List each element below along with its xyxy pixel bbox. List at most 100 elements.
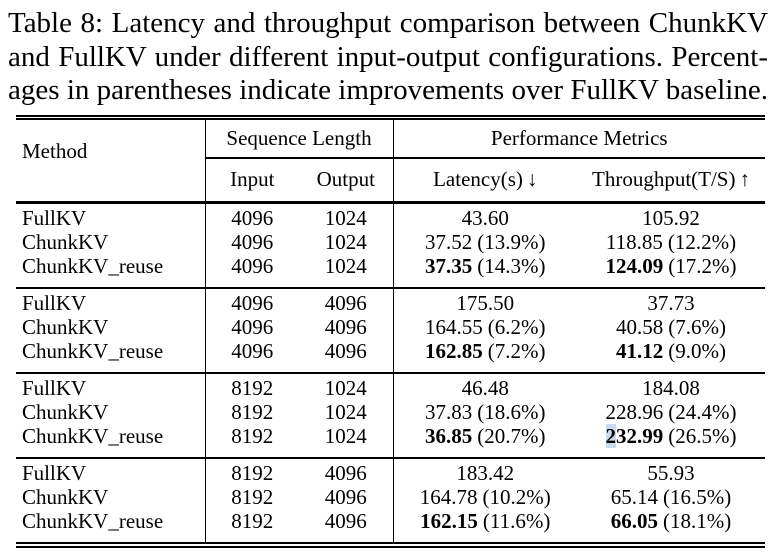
input-cell: 4096 bbox=[204, 338, 299, 373]
output-cell: 4096 bbox=[324, 290, 367, 315]
input-cell: 4096 bbox=[204, 229, 299, 254]
throughput-value: 65.14 bbox=[610, 484, 658, 509]
table-row: FullKV 4096 1024 43.60 105.92 bbox=[16, 202, 765, 230]
output-cell: 4096 bbox=[324, 460, 367, 485]
throughput-value-rest: 32.99 bbox=[616, 423, 664, 448]
throughput-value: 37.73 bbox=[647, 290, 695, 315]
row-group-4: FullKV 8192 4096 183.42 55.93 ChunkKV 8192 4096… bbox=[16, 457, 765, 542]
output-cell: 1024 bbox=[324, 229, 367, 254]
col-header-throughput: Throughput(T/S) ↑ bbox=[577, 158, 765, 203]
latency-value: 164.78 bbox=[419, 484, 478, 509]
throughput-improvement: (9.0%) bbox=[668, 338, 726, 363]
col-header-latency: Latency(s) ↓ bbox=[392, 157, 577, 202]
row-group-1: FullKV 4096 1024 43.60 105.92 ChunkKV 4096 1024… bbox=[16, 202, 765, 288]
throughput-value: 105.92 bbox=[642, 205, 700, 230]
throughput-cell: 228.96 (24.4%) bbox=[577, 400, 765, 424]
latency-value: 162.15 bbox=[420, 508, 478, 533]
input-cell: 8192 bbox=[204, 457, 299, 485]
output-cell: 1024 bbox=[324, 423, 367, 448]
input-cell: 8192 bbox=[204, 372, 299, 400]
throughput-cell: 184.08 bbox=[577, 373, 765, 400]
table-row: ChunkKV 8192 1024 37.83 (18.6%) 228.96 (24.4%) bbox=[16, 399, 765, 424]
latency-cell: 37.52 (13.9%) bbox=[392, 229, 577, 254]
throughput-cell: 105.92 bbox=[577, 202, 765, 230]
input-cell: 8192 bbox=[204, 508, 299, 542]
col-group-performance-metrics: Performance Metrics bbox=[392, 119, 765, 159]
method-cell: ChunkKV bbox=[22, 399, 109, 424]
latency-cell: 164.55 (6.2%) bbox=[392, 314, 577, 339]
output-cell: 4096 bbox=[324, 338, 367, 363]
latency-cell: 164.78 (10.2%) bbox=[392, 484, 577, 509]
throughput-value: 118.85 bbox=[605, 229, 663, 254]
row-group-3: FullKV 8192 1024 46.48 184.08 ChunkKV 8192 1024… bbox=[16, 372, 765, 458]
throughput-cell: 118.85 (12.2%) bbox=[577, 230, 765, 254]
col-header-input: Input bbox=[204, 157, 299, 202]
output-cell: 1024 bbox=[324, 399, 367, 424]
down-arrow-icon: ↓ bbox=[526, 167, 538, 191]
throughput-improvement: (7.6%) bbox=[668, 314, 726, 339]
latency-improvement: (13.9%) bbox=[477, 229, 546, 254]
input-cell: 4096 bbox=[204, 202, 299, 230]
input-cell: 4096 bbox=[204, 287, 299, 315]
throughput-improvement: (24.4%) bbox=[668, 399, 737, 424]
table-row: FullKV 8192 4096 183.42 55.93 bbox=[16, 457, 765, 485]
table-header: Method Sequence Length Performance Metri… bbox=[16, 119, 765, 203]
latency-value: 162.85 bbox=[425, 338, 483, 363]
method-cell: FullKV bbox=[22, 460, 87, 485]
method-cell: ChunkKV_reuse bbox=[22, 423, 164, 448]
throughput-improvement: (18.1%) bbox=[663, 508, 732, 533]
throughput-improvement: (12.2%) bbox=[667, 229, 737, 254]
latency-value: 37.35 bbox=[425, 253, 473, 278]
latency-cell: 36.85 (20.7%) bbox=[392, 423, 577, 458]
output-cell: 4096 bbox=[324, 508, 367, 533]
output-cell: 4096 bbox=[324, 314, 367, 339]
latency-value: 183.42 bbox=[456, 460, 515, 485]
latency-cell: 46.48 bbox=[392, 372, 577, 400]
method-cell: ChunkKV_reuse bbox=[22, 253, 164, 278]
caption-line: and FullKV under different input-output … bbox=[8, 40, 768, 73]
latency-value: 37.52 bbox=[425, 229, 473, 254]
output-cell: 1024 bbox=[324, 253, 367, 278]
method-cell: FullKV bbox=[22, 290, 87, 315]
latency-value: 37.83 bbox=[425, 399, 473, 424]
table-row: ChunkKV_reuse 4096 4096 162.85 (7.2%) 41.12 (9… bbox=[16, 338, 765, 373]
throughput-cell: 124.09 (17.2%) bbox=[577, 254, 765, 288]
results-table: Method Sequence Length Performance Metri… bbox=[16, 119, 765, 542]
results-table-wrapper: Method Sequence Length Performance Metri… bbox=[16, 114, 765, 548]
throughput-value: 184.08 bbox=[642, 375, 700, 400]
throughput-value: 232.99 bbox=[605, 423, 664, 448]
latency-cell: 43.60 bbox=[392, 202, 577, 230]
latency-improvement: (6.2%) bbox=[487, 314, 546, 339]
latency-cell: 37.83 (18.6%) bbox=[392, 399, 577, 424]
method-cell: ChunkKV_reuse bbox=[22, 338, 164, 363]
latency-value: 43.60 bbox=[461, 205, 509, 230]
method-cell: ChunkKV bbox=[22, 314, 109, 339]
method-cell: FullKV bbox=[22, 375, 87, 400]
latency-improvement: (14.3%) bbox=[477, 253, 546, 278]
throughput-cell: 41.12 (9.0%) bbox=[577, 339, 765, 373]
latency-value: 46.48 bbox=[461, 375, 509, 400]
input-cell: 8192 bbox=[204, 484, 299, 509]
throughput-improvement: (17.2%) bbox=[668, 253, 737, 278]
table-row: ChunkKV 8192 4096 164.78 (10.2%) 65.14 (16.5%) bbox=[16, 484, 765, 509]
throughput-cell: 37.73 bbox=[577, 288, 765, 315]
method-cell: FullKV bbox=[22, 205, 87, 230]
latency-value: 164.55 bbox=[425, 314, 483, 339]
method-cell: ChunkKV bbox=[22, 229, 109, 254]
caption-line: ages in parentheses indicate improvement… bbox=[8, 74, 768, 106]
header-row-groups: Method Sequence Length Performance Metri… bbox=[16, 119, 765, 163]
table-row: FullKV 8192 1024 46.48 184.08 bbox=[16, 372, 765, 400]
latency-improvement: (11.6%) bbox=[482, 508, 551, 533]
latency-improvement: (7.2%) bbox=[487, 338, 546, 363]
throughput-cell: 40.58 (7.6%) bbox=[577, 315, 765, 339]
output-cell: 4096 bbox=[324, 484, 367, 509]
table-row: ChunkKV_reuse 4096 1024 37.35 (14.3%) 124.09(… bbox=[16, 253, 765, 288]
col-header-method: Method bbox=[22, 138, 88, 163]
table-caption: Table 8: Latency and throughput comparis… bbox=[0, 0, 775, 108]
input-cell: 4096 bbox=[204, 314, 299, 339]
up-arrow-icon: ↑ bbox=[739, 167, 750, 191]
latency-cell: 37.35 (14.3%) bbox=[392, 253, 577, 288]
latency-cell: 175.50 bbox=[392, 287, 577, 315]
input-cell: 4096 bbox=[204, 253, 299, 288]
